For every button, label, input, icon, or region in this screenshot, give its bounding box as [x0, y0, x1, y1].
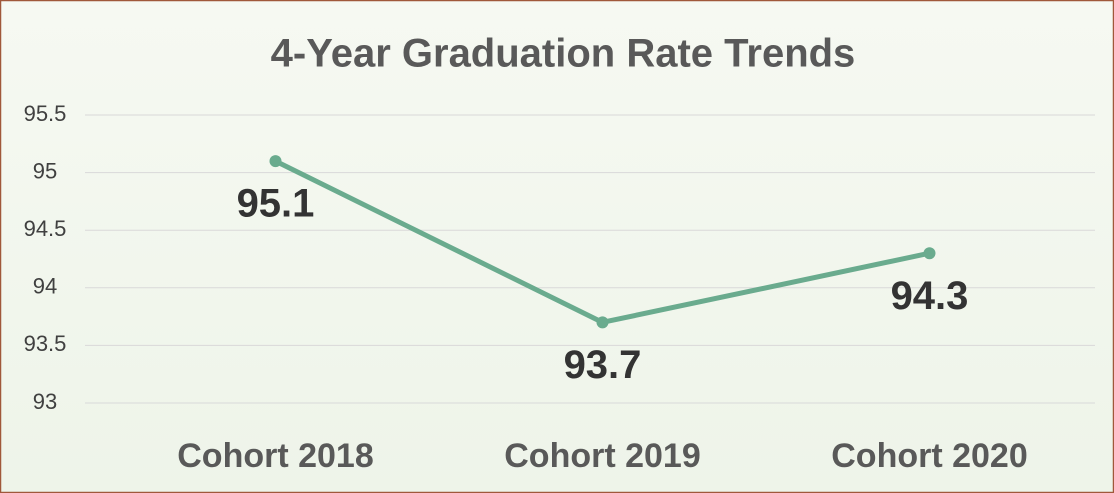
- y-tick-label: 94: [33, 274, 57, 299]
- y-tick-label: 94.5: [24, 216, 67, 241]
- y-tick-label: 93.5: [24, 331, 67, 356]
- chart-title: 4-Year Graduation Rate Trends: [271, 32, 856, 76]
- point: [269, 155, 282, 168]
- y-tick-label: 93: [33, 389, 57, 414]
- point: [596, 316, 609, 329]
- data-label: 93.7: [564, 343, 642, 387]
- point: [923, 247, 936, 260]
- x-tick-label: Cohort 2018: [177, 437, 374, 475]
- y-tick-label: 95: [33, 158, 57, 183]
- data-label: 94.3: [891, 274, 969, 318]
- y-tick-label: 95.5: [24, 101, 67, 126]
- x-tick-label: Cohort 2019: [504, 437, 701, 475]
- data-label: 95.1: [237, 182, 315, 226]
- x-tick-label: Cohort 2020: [831, 437, 1028, 475]
